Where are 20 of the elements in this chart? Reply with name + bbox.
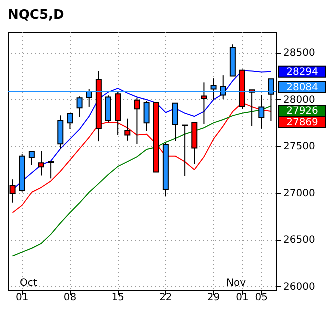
y-tick-label: 27000	[284, 188, 316, 200]
x-tick-label: 01	[16, 292, 29, 304]
y-tick-label: 26500	[284, 235, 316, 246]
y-tick-label: 28000	[284, 94, 316, 106]
x-tick-label: 22	[160, 292, 172, 304]
x-tick-label: 29	[207, 292, 220, 304]
ref-line-label: 28084	[286, 82, 318, 94]
x-tick-label: 08	[64, 292, 77, 304]
x-tick-label: 01	[236, 292, 249, 304]
x-tick-label: 05	[255, 292, 268, 304]
y-tick-label: 27500	[284, 142, 316, 153]
data-label: 27926	[286, 106, 318, 118]
y-tick-label: 26000	[284, 282, 316, 293]
chart-title: NQC5,D	[8, 8, 64, 23]
annotation: Nov	[226, 278, 246, 289]
y-tick-label: 28500	[284, 48, 316, 60]
data-label: 27869	[286, 118, 318, 129]
data-label: 28294	[286, 66, 318, 78]
annotation: Oct	[20, 278, 38, 289]
x-tick-label: 15	[112, 292, 124, 304]
